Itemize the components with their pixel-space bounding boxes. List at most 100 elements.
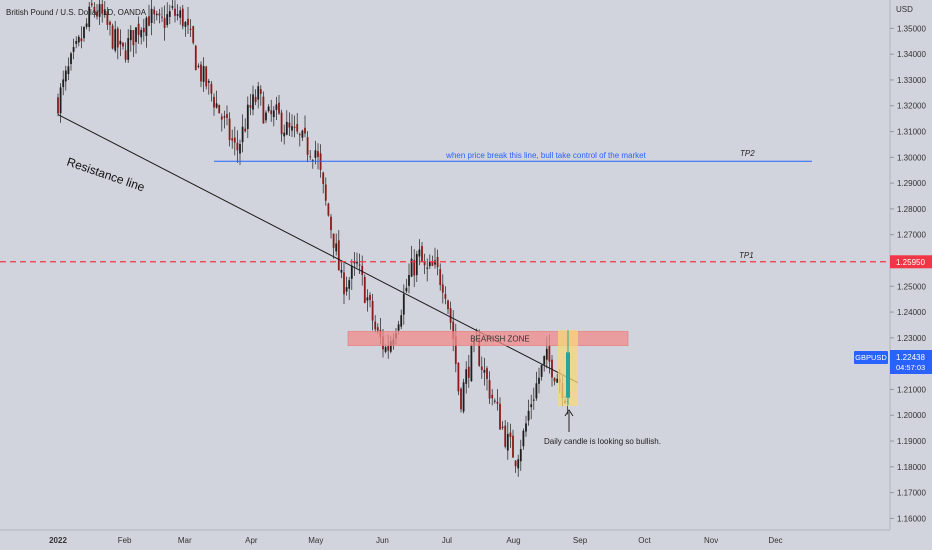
candle <box>478 339 481 366</box>
candle <box>155 13 158 16</box>
month-label: Dec <box>768 536 782 545</box>
candle <box>181 8 184 27</box>
candle <box>306 137 309 155</box>
candle <box>90 3 93 6</box>
candle <box>142 27 145 33</box>
candle <box>353 261 356 264</box>
candle <box>384 347 387 352</box>
candle <box>519 449 522 462</box>
month-label: 2022 <box>49 536 67 545</box>
candle <box>132 30 135 46</box>
candle <box>64 70 67 82</box>
candle <box>283 132 286 137</box>
price-tick-label: 1.24000 <box>897 308 926 317</box>
candle <box>259 89 262 94</box>
candle <box>228 118 231 140</box>
candle <box>486 368 488 379</box>
candle <box>441 284 444 293</box>
candle <box>408 274 410 286</box>
candle <box>551 359 553 378</box>
candle <box>176 14 179 16</box>
candle <box>470 345 473 382</box>
candle <box>421 246 423 262</box>
candle <box>226 114 228 118</box>
candle <box>444 294 447 299</box>
candle <box>452 321 455 340</box>
candle <box>213 96 215 108</box>
candle <box>548 346 551 362</box>
candle <box>491 394 494 399</box>
candle <box>122 42 124 47</box>
candle <box>501 426 504 428</box>
candle <box>75 41 78 44</box>
candle <box>330 216 332 231</box>
candle <box>361 265 364 275</box>
candles-layer <box>57 0 569 477</box>
candle <box>431 261 434 266</box>
candle <box>454 336 457 364</box>
price-tick-label: 1.25000 <box>897 282 926 291</box>
candle <box>447 300 449 310</box>
candle <box>298 134 301 136</box>
candle <box>244 128 247 132</box>
month-label: Aug <box>506 536 520 545</box>
candle <box>405 287 408 292</box>
candle <box>210 83 213 94</box>
candle <box>119 40 122 45</box>
candle <box>114 29 117 51</box>
candle <box>535 383 538 399</box>
candle <box>522 430 525 447</box>
candle <box>525 423 527 432</box>
candle <box>304 127 306 134</box>
candle <box>514 460 517 467</box>
candle <box>413 260 416 276</box>
candle <box>278 102 280 114</box>
candle <box>488 380 491 399</box>
price-tick-label: 1.21000 <box>897 385 926 394</box>
candle <box>457 362 460 392</box>
candle <box>371 300 374 321</box>
candle <box>145 17 148 36</box>
candle <box>369 294 371 301</box>
candle <box>163 18 166 28</box>
candle <box>311 160 314 162</box>
candle <box>148 16 150 26</box>
candle <box>88 6 91 27</box>
candle <box>327 203 330 216</box>
candle <box>374 321 377 330</box>
candle <box>77 36 80 43</box>
candle <box>496 401 499 404</box>
candle <box>356 261 358 264</box>
candle <box>129 29 132 41</box>
candle <box>270 110 273 115</box>
candle <box>101 4 104 14</box>
candle <box>314 150 317 158</box>
price-tick-label: 1.31000 <box>897 128 926 137</box>
candle <box>93 6 96 13</box>
price-tick-label: 1.23000 <box>897 334 926 343</box>
candle <box>418 249 421 257</box>
tp1-label: TP1 <box>739 251 754 260</box>
candle <box>465 369 468 384</box>
candle <box>532 399 535 401</box>
candle <box>553 378 556 382</box>
candle <box>140 29 143 38</box>
candle <box>504 425 507 447</box>
plot-area[interactable] <box>0 0 890 530</box>
time-axis[interactable]: 2022 Feb Mar Apr May Jun Jul Aug Sep Oct Nov Dec <box>0 529 890 545</box>
candle <box>192 26 195 43</box>
price-tick-label: 1.34000 <box>897 50 926 59</box>
candle <box>322 172 325 184</box>
candle <box>389 341 392 352</box>
currency-label: USD <box>896 5 913 14</box>
candle <box>439 269 442 285</box>
month-label: Jun <box>376 536 389 545</box>
tp1-price-tag: 1.25950 <box>890 255 932 269</box>
candle <box>285 121 288 135</box>
candle <box>161 16 163 18</box>
price-tick-label: 1.16000 <box>897 514 926 523</box>
price-axis[interactable]: USD 1.16000 1.17000 1.18000 1.19000 1.20000 1… <box>889 0 932 550</box>
candle <box>127 38 130 60</box>
candle <box>296 124 299 132</box>
